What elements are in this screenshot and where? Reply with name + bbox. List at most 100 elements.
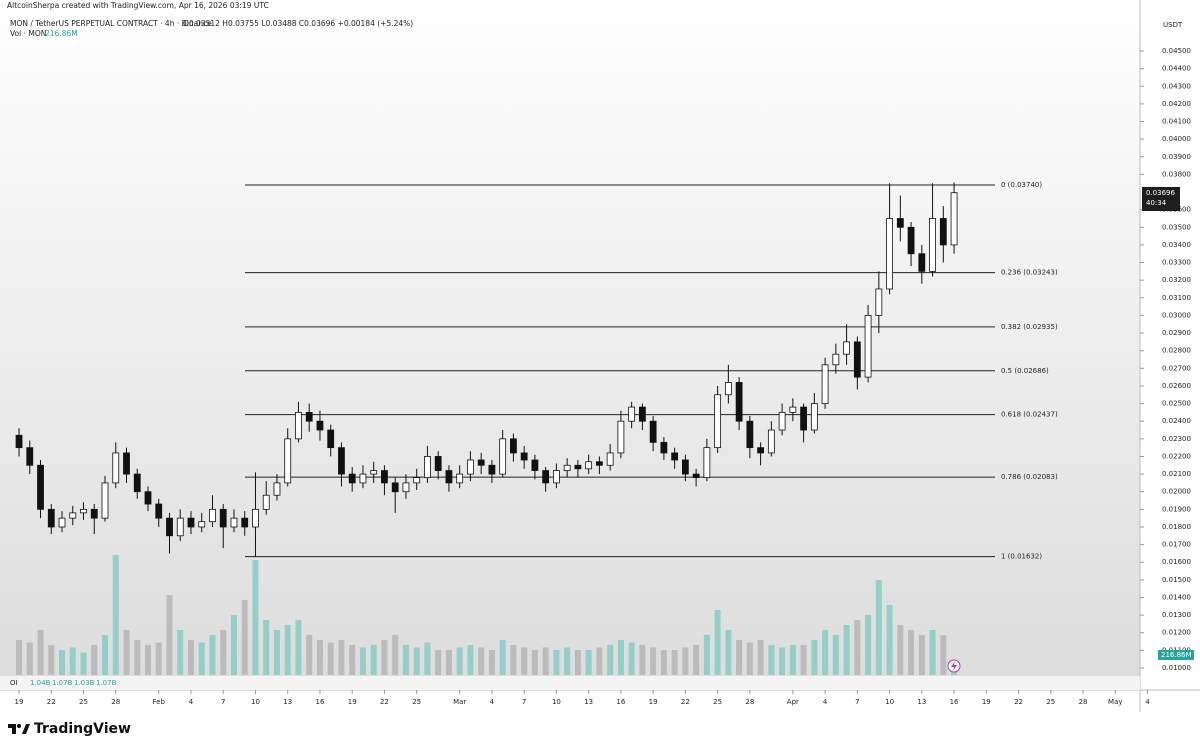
volume-bar (510, 645, 517, 675)
volume-bar (832, 635, 839, 675)
event-icon-glyph (951, 661, 957, 671)
candle-body (595, 461, 603, 466)
candle-body (950, 192, 958, 246)
candle-body (445, 470, 453, 484)
candle-body (810, 403, 818, 431)
y-tick-label: 0.03300 (1162, 259, 1191, 267)
x-tick-label: 4 (189, 698, 194, 706)
x-tick-label: 13 (917, 698, 926, 706)
symbol: MON / TetherUS PERPETUAL CONTRACT · 4h ·… (10, 19, 212, 28)
y-tick-label: 0.01500 (1162, 576, 1191, 584)
oi-value: 1.07B (96, 679, 117, 687)
volume-bar (703, 635, 710, 675)
candle-body (929, 218, 936, 272)
volume-bar (69, 647, 76, 675)
candle-body (467, 459, 474, 475)
volume-bar (435, 650, 442, 675)
volume-bar (908, 630, 915, 675)
volume-label: Vol · MON (10, 29, 46, 38)
volume-bar (273, 630, 280, 675)
fib-label: 0.5 (0.02686) (1001, 367, 1049, 375)
candle-body (585, 461, 593, 470)
x-tick-label: 25 (1046, 698, 1055, 706)
volume-bar (112, 555, 119, 675)
candle-body (735, 382, 743, 422)
volume-bar (650, 647, 657, 675)
candle-body (681, 459, 689, 475)
y-tick-label: 0.04000 (1162, 135, 1191, 143)
volume-bar (499, 640, 506, 675)
candle-body (209, 508, 216, 523)
volume-bar (822, 630, 829, 675)
candle-body (757, 447, 765, 454)
candle-body (746, 420, 754, 449)
candle-body (789, 406, 797, 413)
x-tick-label: 22 (380, 698, 389, 706)
volume-bar (123, 630, 130, 675)
volume-bar (456, 647, 463, 675)
candle-body (348, 473, 356, 484)
x-tick-label: May (1108, 698, 1122, 706)
x-tick-label: 10 (251, 698, 260, 706)
candle-body (531, 459, 539, 471)
volume-bar (338, 640, 345, 675)
candle-body (133, 473, 141, 493)
x-tick-label: 28 (745, 698, 754, 706)
y-tick-label: 0.02800 (1162, 347, 1191, 355)
y-tick-label: 0.03000 (1162, 311, 1191, 319)
y-tick-label: 0.04500 (1162, 47, 1191, 55)
candle-body (37, 464, 44, 510)
candle-body (262, 494, 270, 510)
volume-bar (166, 595, 173, 675)
candle-body (413, 477, 421, 484)
y-tick-label: 0.01600 (1162, 558, 1191, 566)
volume-bar (413, 647, 420, 675)
volume-bar (284, 625, 291, 675)
volume-bar (48, 645, 55, 675)
volume-bar (134, 640, 141, 675)
volume-bar (445, 650, 452, 675)
volume-bar (306, 635, 313, 675)
x-tick-label: 16 (950, 698, 959, 706)
candle-body (907, 226, 915, 255)
volume-bar (628, 642, 635, 675)
candle-body (123, 452, 130, 475)
y-tick-label: 0.01000 (1162, 664, 1191, 672)
candle-body (187, 517, 195, 528)
volume-bar (865, 615, 872, 675)
y-tick-label: 0.02000 (1162, 488, 1191, 496)
x-tick-label: 7 (221, 698, 225, 706)
volume-bar (929, 630, 936, 675)
x-tick-label: 25 (412, 698, 421, 706)
volume-bar (768, 645, 775, 675)
candle-body (58, 517, 66, 528)
volume-bar (488, 650, 495, 675)
volume-bar (585, 650, 592, 675)
fib-label: 0.236 (0.03243) (1001, 269, 1058, 277)
volume-bar (693, 645, 700, 675)
plot-background (0, 0, 1140, 690)
y-tick-label: 0.02200 (1162, 452, 1191, 460)
x-tick-label: 28 (1079, 698, 1088, 706)
candle-body (370, 470, 378, 475)
volume-bar (359, 647, 366, 675)
volume-bar (80, 652, 87, 675)
y-tick-label: 0.02300 (1162, 435, 1191, 443)
x-tick-label: 16 (616, 698, 625, 706)
candle-body (800, 406, 807, 431)
x-tick-label: 19 (649, 698, 658, 706)
x-tick-label: 7 (855, 698, 859, 706)
candle-body (166, 517, 173, 537)
volume-bar (553, 650, 560, 675)
candle-body (359, 473, 367, 484)
y-tick-label: 0.04200 (1162, 100, 1191, 108)
volume-bar (467, 645, 474, 675)
x-tick-label: 13 (283, 698, 292, 706)
current-price: 0.03696 (1146, 189, 1175, 197)
fib-label: 0.382 (0.02935) (1001, 323, 1058, 331)
volume-bar (198, 642, 205, 675)
candle-body (671, 452, 679, 461)
x-tick-label: 10 (552, 698, 561, 706)
candle-body (295, 411, 302, 440)
